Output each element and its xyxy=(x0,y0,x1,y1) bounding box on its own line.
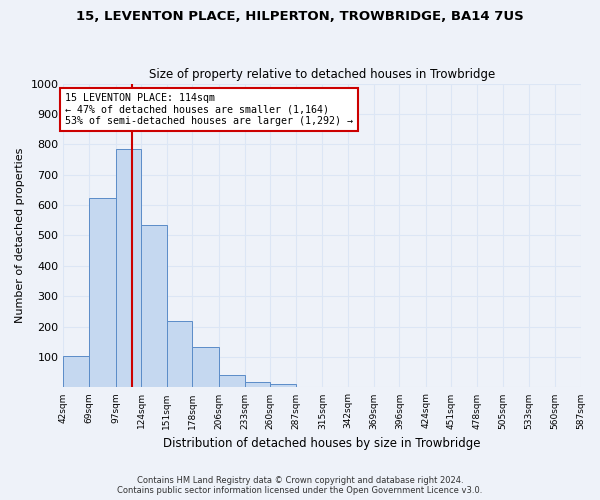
Bar xyxy=(270,384,296,388)
Text: 15 LEVENTON PLACE: 114sqm
← 47% of detached houses are smaller (1,164)
53% of se: 15 LEVENTON PLACE: 114sqm ← 47% of detac… xyxy=(65,92,353,126)
Bar xyxy=(64,356,89,388)
Text: 15, LEVENTON PLACE, HILPERTON, TROWBRIDGE, BA14 7US: 15, LEVENTON PLACE, HILPERTON, TROWBRIDG… xyxy=(76,10,524,23)
Bar xyxy=(89,198,116,388)
Bar xyxy=(167,320,193,388)
Bar xyxy=(116,149,141,388)
Text: Contains HM Land Registry data © Crown copyright and database right 2024.
Contai: Contains HM Land Registry data © Crown c… xyxy=(118,476,482,495)
Bar xyxy=(141,225,167,388)
Bar xyxy=(219,374,245,388)
Title: Size of property relative to detached houses in Trowbridge: Size of property relative to detached ho… xyxy=(149,68,495,81)
Y-axis label: Number of detached properties: Number of detached properties xyxy=(15,148,25,323)
Bar xyxy=(193,347,219,388)
Bar xyxy=(245,382,270,388)
X-axis label: Distribution of detached houses by size in Trowbridge: Distribution of detached houses by size … xyxy=(163,437,481,450)
